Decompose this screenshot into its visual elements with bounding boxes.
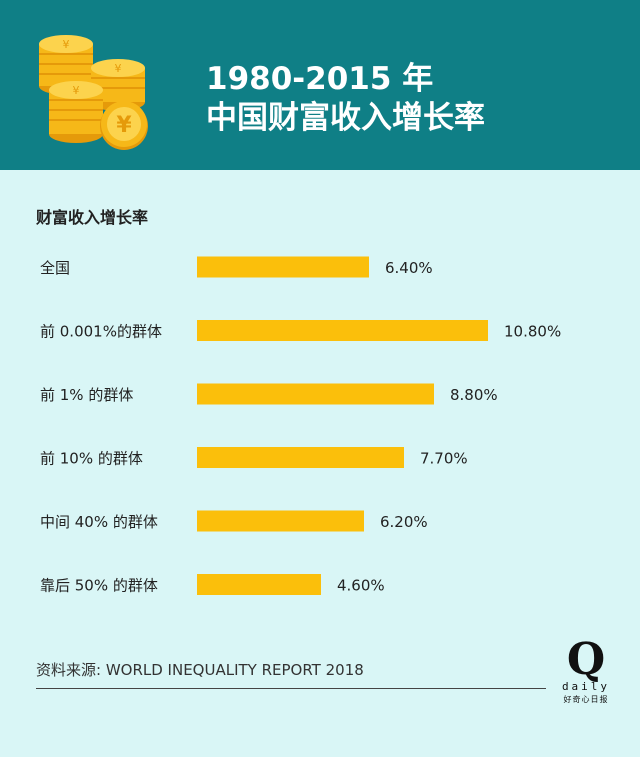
- title-line-1: 1980-2015 年: [206, 61, 434, 97]
- title-line-2: 中国财富收入增长率: [206, 99, 485, 136]
- value-label: 8.80%: [450, 386, 498, 404]
- category-label: 中间 40% 的群体: [40, 513, 158, 531]
- coins-icon: ¥ ¥ ¥ ¥: [39, 35, 148, 150]
- bar: [197, 320, 488, 341]
- bar: [197, 256, 369, 278]
- category-label: 全国: [40, 259, 70, 277]
- footer-divider: [36, 688, 546, 689]
- category-label: 前 0.001%的群体: [40, 323, 162, 341]
- value-label: 4.60%: [337, 577, 385, 595]
- value-label: 6.20%: [380, 513, 428, 531]
- value-label: 7.70%: [420, 450, 468, 468]
- bar: [197, 447, 404, 468]
- bar: [197, 510, 364, 532]
- svg-text:¥: ¥: [116, 113, 132, 138]
- value-label: 10.80%: [504, 323, 561, 341]
- svg-text:¥: ¥: [115, 62, 122, 75]
- chart-title: 财富收入增长率: [36, 208, 149, 227]
- qdaily-logo: Q daily 好奇心日报: [556, 638, 616, 705]
- source-note: 资料来源: WORLD INEQUALITY REPORT 2018: [36, 661, 364, 679]
- bar: [197, 383, 434, 405]
- header-banner: ¥ ¥ ¥ ¥ 1980-2015 年 中国财富收入增长率: [0, 0, 640, 170]
- page-title: 1980-2015 年 中国财富收入增长率: [206, 60, 485, 138]
- category-label: 靠后 50% 的群体: [40, 577, 158, 595]
- svg-text:¥: ¥: [73, 84, 80, 97]
- logo-letter: Q: [566, 634, 606, 685]
- value-label: 6.40%: [385, 259, 433, 277]
- category-label: 前 10% 的群体: [40, 450, 143, 468]
- category-label: 前 1% 的群体: [40, 386, 133, 404]
- bar: [197, 574, 321, 595]
- svg-text:¥: ¥: [63, 38, 70, 51]
- logo-cn: 好奇心日报: [563, 695, 609, 704]
- logo-word: daily: [561, 680, 611, 693]
